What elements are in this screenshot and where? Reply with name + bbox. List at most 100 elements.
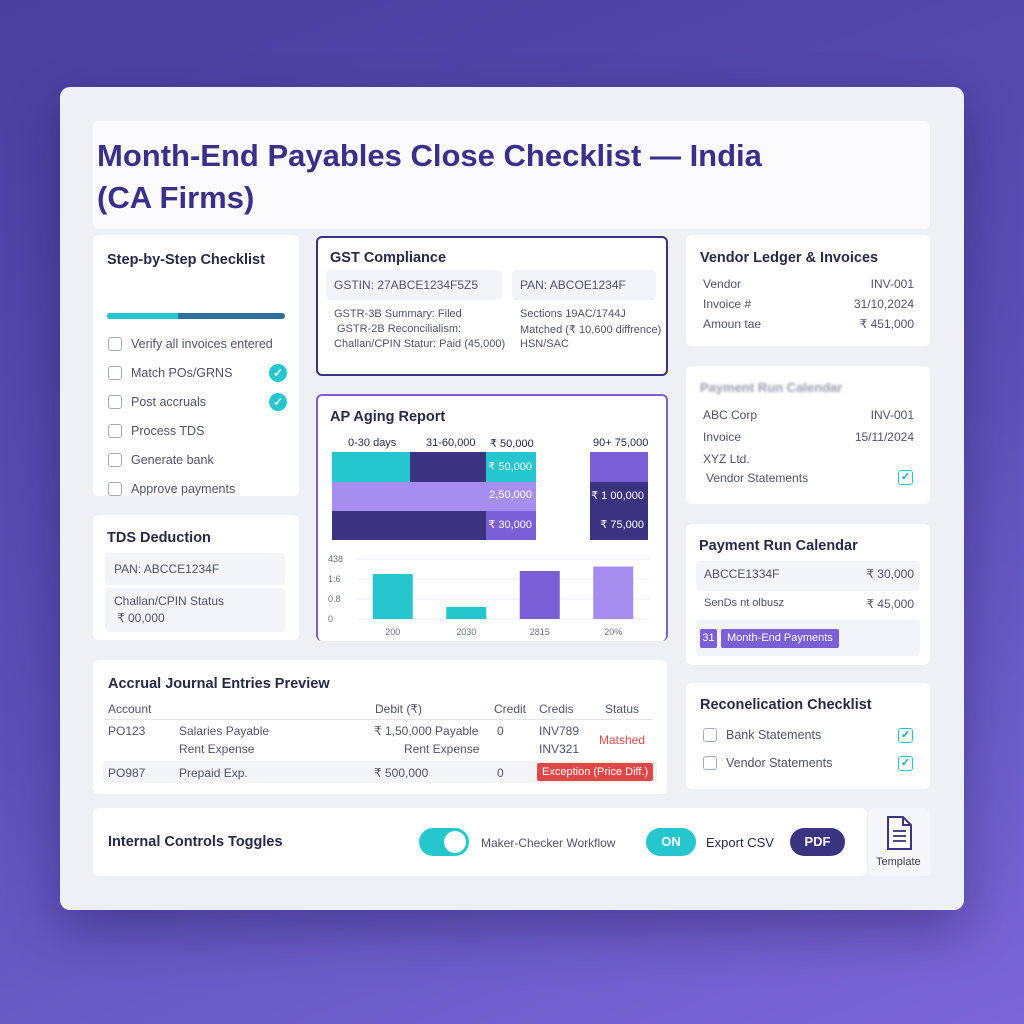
- header-divider: [105, 719, 653, 720]
- aging-cell: [332, 482, 410, 511]
- payrun-row-box: [696, 561, 920, 591]
- payrun-preview-key: ABC Corp: [703, 408, 758, 422]
- checklist-checkbox[interactable]: [108, 366, 122, 380]
- maker-checker-toggle[interactable]: [419, 828, 469, 856]
- checklist-item-label: Approve payments: [131, 482, 236, 496]
- gst-line-3: Challan/CPIN Statur: Paid (45,000): [334, 338, 506, 350]
- calendar-date-badge[interactable]: 31: [700, 629, 717, 648]
- toggle-knob: [444, 831, 466, 853]
- payrun-preview-key: XYZ Ltd.: [703, 452, 750, 466]
- checklist-checkbox[interactable]: [108, 424, 122, 438]
- tds-amount: ₹ 00,000: [117, 611, 165, 625]
- check-circle-icon[interactable]: ✓: [269, 364, 287, 382]
- vendor-row-key: Vendor: [703, 277, 742, 291]
- gst-line-1: GSTR-3B Summary: Filed: [334, 308, 462, 320]
- checklist-card: Step-by-Step Checklist Verify all invoic…: [93, 235, 299, 496]
- vendor-statements-label: Vendor Statements: [706, 471, 809, 485]
- row-desc: Prepaid Exp.: [179, 766, 248, 780]
- aging-cell-label: ₹ 1 00,000: [591, 490, 644, 502]
- payrun-row-key: ABCCE1334F: [704, 567, 780, 581]
- chart-y-tick: 0: [328, 614, 333, 624]
- aging-bar-chart: 438 1:6 0.8 0 200 2030 2815 20%: [328, 554, 650, 637]
- recon-checkbox-vendor[interactable]: [703, 756, 717, 770]
- recon-check-bank[interactable]: ✓: [898, 728, 913, 743]
- aging-cell-label: ₹ 30,000: [488, 519, 532, 531]
- aging-cell: [486, 482, 536, 511]
- page-title: Month-End Payables Close Checklist — Ind…: [97, 138, 762, 215]
- payrun-card: Payment Run Calendar ABCCE1334F ₹ 30,000…: [686, 524, 930, 665]
- recon-check-vendor[interactable]: ✓: [898, 756, 913, 771]
- export-csv-button[interactable]: Export CSV: [706, 835, 774, 850]
- aging-cell-label: ₹ 50,000: [488, 461, 532, 473]
- checklist-checkbox[interactable]: [108, 395, 122, 409]
- payrun-preview-title: Payment Run Calendar: [700, 380, 843, 395]
- progress-fill: [107, 313, 179, 319]
- aging-cell: [590, 452, 648, 482]
- aging-cell-label: ₹ 75,000: [600, 519, 644, 531]
- table-row-bg: [103, 761, 657, 783]
- gstin-box: [326, 270, 502, 300]
- row-account: PO123: [108, 724, 146, 738]
- pdf-button[interactable]: PDF: [790, 828, 845, 856]
- vendor-row-value: 31/10,2024: [853, 297, 914, 311]
- checklist-checkbox[interactable]: [108, 482, 122, 496]
- row-credit: 0: [497, 766, 504, 780]
- tds-status-box: [105, 588, 285, 632]
- tds-challan: Challan/CPIN Status: [114, 594, 225, 608]
- aging-header-1: 31-60,000: [426, 437, 476, 449]
- chart-x-tick: 20%: [604, 627, 622, 637]
- aging-header-2: ₹ 50,000: [490, 438, 534, 450]
- aging-cell: [486, 511, 536, 540]
- aging-cell: [332, 511, 410, 540]
- chart-bar: [446, 607, 487, 619]
- pan-value: PAN: ABCOE1234F: [520, 278, 626, 292]
- recon-title: Reconelication Checklist: [700, 697, 872, 713]
- chart-x-tick: 2030: [456, 627, 476, 637]
- accrual-card: Accrual Journal Entries Preview Account …: [93, 660, 667, 794]
- row-debit: Rent Expense: [404, 742, 480, 756]
- gst-title: GST Compliance: [330, 250, 447, 266]
- aging-cell: [410, 452, 486, 482]
- tds-pan: PAN: ABCCE1234F: [114, 562, 220, 576]
- row-desc: Salaries Payable: [179, 724, 270, 738]
- row-debit: ₹ 500,000: [374, 766, 429, 780]
- tds-title: TDS Deduction: [107, 530, 211, 546]
- vendor-statements-checkbox[interactable]: ✓: [898, 470, 913, 485]
- checklist-checkbox[interactable]: [108, 337, 122, 351]
- payrun-preview-card: Payment Run Calendar Vendor Statements ✓…: [686, 366, 930, 504]
- aging-cell: [486, 452, 536, 482]
- aging-cell-label: 2,50,000: [489, 489, 532, 501]
- gstin-value: GSTIN: 27ABCE1234F5Z5: [334, 278, 479, 292]
- row-credit: 0: [497, 724, 504, 738]
- main-window: Month-End Payables Close Checklist — Ind…: [60, 87, 964, 910]
- status-exception-badge: Exception (Price Diff.): [537, 763, 654, 781]
- vendor-row-value: INV-001: [870, 277, 914, 291]
- gst-line-2: GSTR-2B Reconcilialism:: [337, 323, 462, 335]
- pan-box: [512, 270, 656, 300]
- aging-header-0: 0-30 days: [348, 437, 397, 449]
- template-button[interactable]: Template: [868, 808, 930, 876]
- check-circle-icon[interactable]: ✓: [269, 393, 287, 411]
- payrun-preview-value: INV-001: [870, 408, 914, 422]
- row-desc: Rent Expense: [179, 742, 255, 756]
- chart-y-tick: 1:6: [328, 574, 341, 584]
- aging-header-3: 90+ 75,000: [593, 437, 649, 449]
- col-header-credit: Credit: [494, 702, 527, 716]
- recon-label-vendor: Vendor Statements: [726, 756, 833, 770]
- on-toggle[interactable]: ON: [646, 828, 696, 856]
- aging-cell: [590, 511, 648, 540]
- payrun-row-value: ₹ 30,000: [866, 567, 914, 581]
- gst-right-line-2: Matched (₹ 10,600 diffrence): [520, 324, 662, 336]
- vendor-row-value: ₹ 451,000: [859, 317, 914, 331]
- calendar-event[interactable]: Month-End Payments: [721, 629, 839, 648]
- chart-x-tick: 200: [385, 627, 400, 637]
- recon-checkbox-bank[interactable]: [703, 728, 717, 742]
- accrual-title: Accrual Journal Entries Preview: [108, 676, 330, 692]
- document-icon: [887, 816, 912, 850]
- chart-bar: [519, 571, 560, 619]
- chart-y-tick: 0.8: [328, 594, 341, 604]
- aging-cell: [332, 452, 410, 482]
- checklist-checkbox[interactable]: [108, 453, 122, 467]
- checklist-item-label: Verify all invoices entered: [131, 337, 273, 351]
- checklist-progress-bar: [107, 313, 285, 319]
